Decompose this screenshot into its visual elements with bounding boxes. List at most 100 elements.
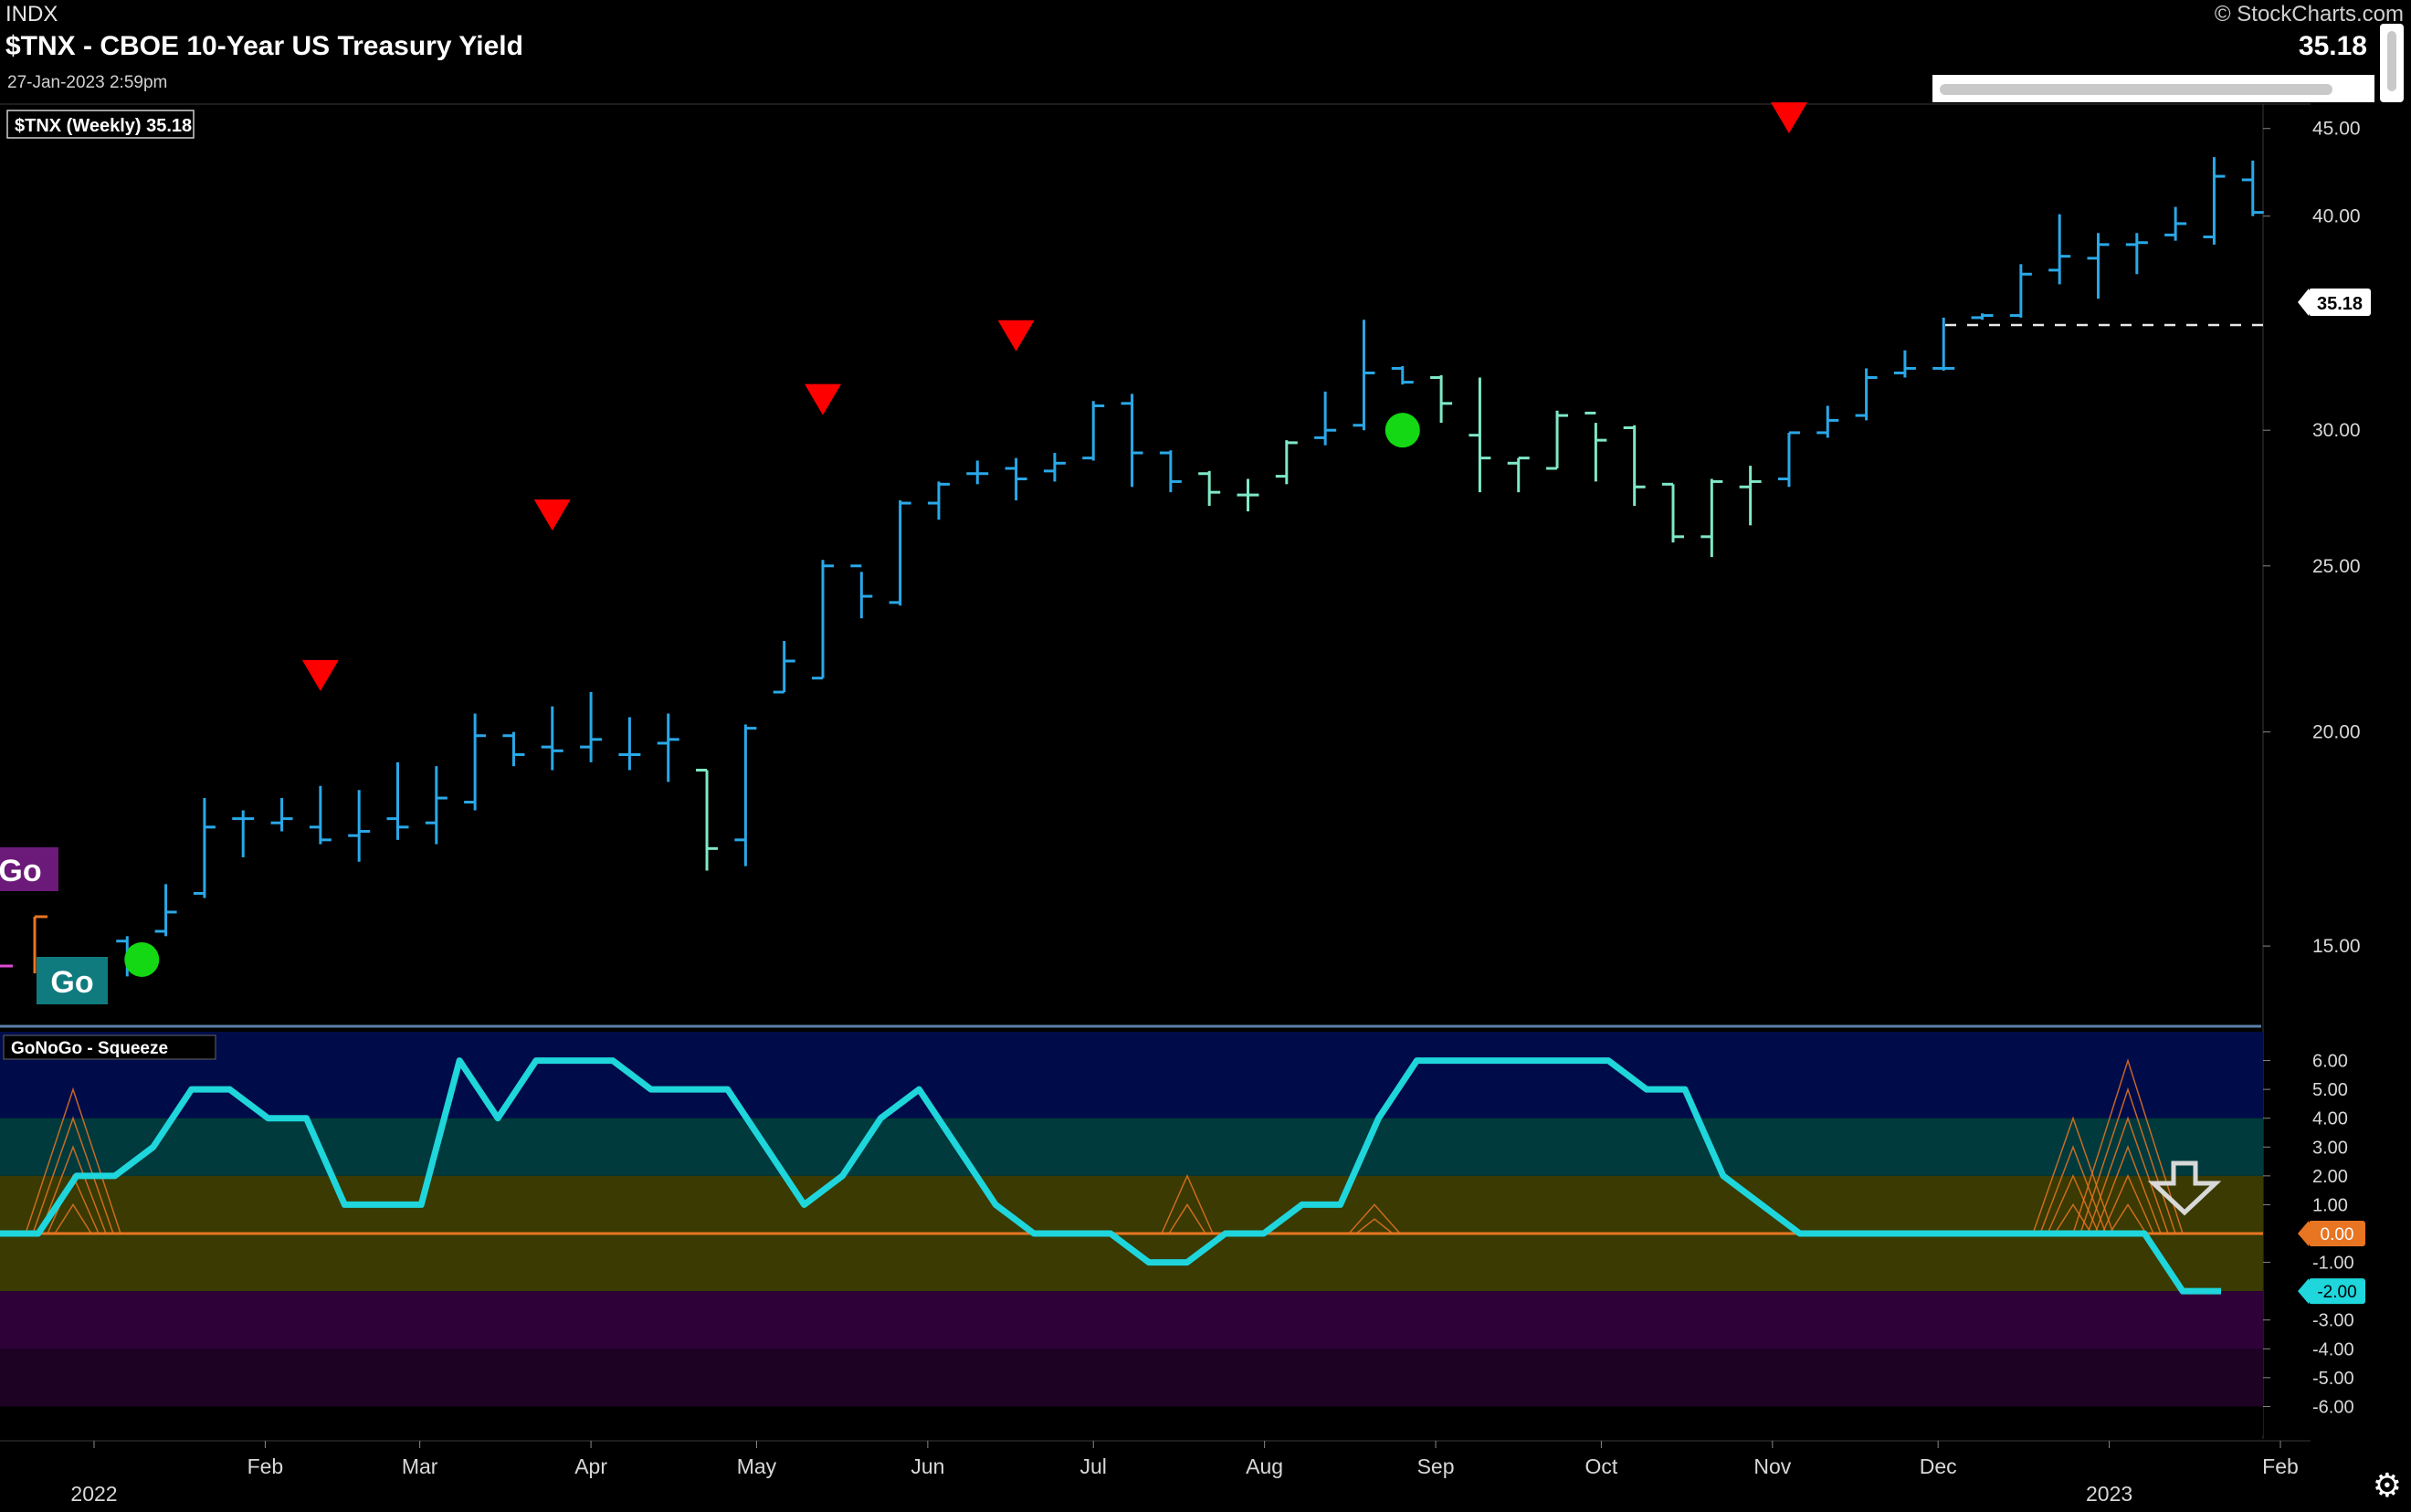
squeeze-trace bbox=[2039, 1145, 2107, 1234]
oscillator-legend: GoNoGo - Squeeze bbox=[3, 1034, 216, 1060]
price-bar bbox=[1855, 368, 1878, 421]
no-go-triangle bbox=[805, 383, 841, 415]
price-bar bbox=[2087, 233, 2110, 299]
oscillator-legend-label: GoNoGo - Squeeze bbox=[11, 1039, 168, 1058]
price-bar bbox=[1469, 377, 1491, 493]
oscillator-last-tag-label: -2.00 bbox=[2317, 1283, 2356, 1302]
price-bar bbox=[1043, 453, 1066, 482]
price-bar bbox=[464, 713, 487, 811]
squeeze-trace bbox=[1348, 1203, 1401, 1234]
oscillator-line bbox=[0, 1057, 2221, 1295]
price-bar bbox=[1932, 317, 1955, 371]
scrollbar-thumb[interactable] bbox=[1940, 84, 2332, 95]
price-axis-tick-label: 30.00 bbox=[2312, 420, 2361, 441]
squeeze-trace bbox=[2087, 1116, 2169, 1234]
gear-icon[interactable]: ⚙ bbox=[2372, 1466, 2402, 1504]
squeeze-trace bbox=[2072, 1058, 2184, 1234]
price-bar bbox=[1314, 391, 1337, 446]
vertical-scrollbar[interactable] bbox=[2380, 24, 2404, 102]
go-circle bbox=[124, 942, 160, 977]
oscillator-zone bbox=[0, 1406, 2263, 1435]
price-bar bbox=[2009, 264, 2032, 318]
copyright-label[interactable]: © StockCharts.com bbox=[2214, 2, 2404, 26]
price-bar bbox=[889, 500, 911, 606]
price-bar bbox=[773, 641, 795, 694]
price-bar bbox=[1353, 320, 1375, 431]
price-bar bbox=[966, 460, 989, 485]
price-bar bbox=[1739, 466, 1762, 526]
price-bar bbox=[1893, 350, 1916, 378]
time-axis-tick-label: Aug bbox=[1246, 1454, 1283, 1478]
squeeze-trace bbox=[2032, 1116, 2114, 1234]
price-bar bbox=[580, 692, 603, 762]
price-bar bbox=[1121, 394, 1143, 488]
price-bar bbox=[1507, 457, 1530, 493]
price-bar bbox=[1005, 457, 1027, 501]
oscillator-axis-tick-label: -1.00 bbox=[2312, 1254, 2354, 1274]
time-axis-tick-label: May bbox=[737, 1454, 777, 1478]
go-badge-teal: Go bbox=[37, 957, 108, 1004]
price-bar bbox=[1237, 478, 1259, 512]
price-bar bbox=[2203, 157, 2226, 245]
time-axis-tick-label: 2022 bbox=[70, 1482, 117, 1506]
price-bar bbox=[850, 564, 873, 619]
oscillator-legend-box bbox=[3, 1034, 216, 1060]
time-axis-tick-label: Jul bbox=[1080, 1454, 1107, 1478]
oscillator-zero-tag-pointer bbox=[2298, 1221, 2309, 1246]
oscillator-axis-tick-label: -5.00 bbox=[2312, 1369, 2354, 1389]
last-price-tag-box bbox=[2309, 289, 2371, 316]
squeeze-trace bbox=[32, 1116, 114, 1234]
no-go-triangle bbox=[997, 320, 1035, 352]
time-axis-tick-label: Dec bbox=[1920, 1454, 1957, 1478]
price-bar bbox=[1082, 401, 1105, 461]
price-bar bbox=[270, 798, 293, 832]
time-axis-tick-label: Sep bbox=[1417, 1454, 1455, 1478]
oscillator-zero-tag-label: 0.00 bbox=[2321, 1225, 2354, 1244]
price-bar bbox=[1971, 313, 1994, 320]
oscillator-last-tag: -2.00 bbox=[2298, 1278, 2365, 1305]
price-bar bbox=[309, 785, 332, 845]
price-bar bbox=[696, 768, 719, 871]
oscillator-axis-tick-label: 1.00 bbox=[2312, 1195, 2348, 1215]
oscillator-axis-tick-label: -3.00 bbox=[2312, 1311, 2354, 1331]
oscillator-axis-tick-label: -4.00 bbox=[2312, 1339, 2354, 1360]
squeeze-trace bbox=[1168, 1203, 1206, 1234]
oscillator-axis-tick-label: 2.00 bbox=[2312, 1167, 2348, 1187]
price-axis-tick-label: 40.00 bbox=[2312, 206, 2361, 227]
price-bar bbox=[2125, 233, 2148, 275]
oscillator-zone bbox=[0, 1291, 2263, 1349]
down-arrow-icon bbox=[2147, 1160, 2222, 1216]
oscillator-zone bbox=[0, 1349, 2263, 1407]
no-go-triangle bbox=[301, 659, 339, 691]
price-bar bbox=[1391, 365, 1414, 385]
price-axis-tick-label: 45.00 bbox=[2312, 119, 2361, 140]
squeeze-trace bbox=[39, 1145, 107, 1234]
no-go-triangle bbox=[533, 499, 571, 531]
go-badge-purple-bg bbox=[0, 847, 58, 891]
squeeze-trace bbox=[54, 1203, 92, 1234]
oscillator-axis-tick-label: 5.00 bbox=[2312, 1080, 2348, 1100]
chart-title: $TNX - CBOE 10-Year US Treasury Yield bbox=[5, 31, 523, 61]
price-bar bbox=[927, 481, 950, 520]
oscillator-zero-tag-box bbox=[2309, 1221, 2365, 1246]
price-bar bbox=[386, 761, 409, 840]
price-bar bbox=[232, 810, 255, 857]
squeeze-trace bbox=[1161, 1174, 1214, 1234]
oscillator-axis-tick-label: 6.00 bbox=[2312, 1052, 2348, 1072]
price-bar bbox=[657, 713, 679, 782]
price-bar bbox=[1546, 410, 1569, 470]
horizontal-scrollbar[interactable] bbox=[1932, 75, 2374, 102]
go-badge-teal-bg bbox=[37, 957, 108, 1004]
go-circle bbox=[1384, 413, 1420, 448]
oscillator-axis-tick-label: -6.00 bbox=[2312, 1397, 2354, 1417]
vertical-scrollbar-thumb[interactable] bbox=[2387, 31, 2396, 91]
time-axis-tick-label: Mar bbox=[402, 1454, 438, 1478]
price-bar bbox=[1700, 478, 1723, 558]
price-bar bbox=[812, 560, 834, 680]
squeeze-trace bbox=[2109, 1203, 2147, 1234]
price-bar bbox=[502, 731, 525, 767]
price-bar bbox=[1585, 411, 1607, 482]
price-bars bbox=[116, 157, 2264, 977]
time-axis-tick-label: Oct bbox=[1585, 1454, 1618, 1478]
